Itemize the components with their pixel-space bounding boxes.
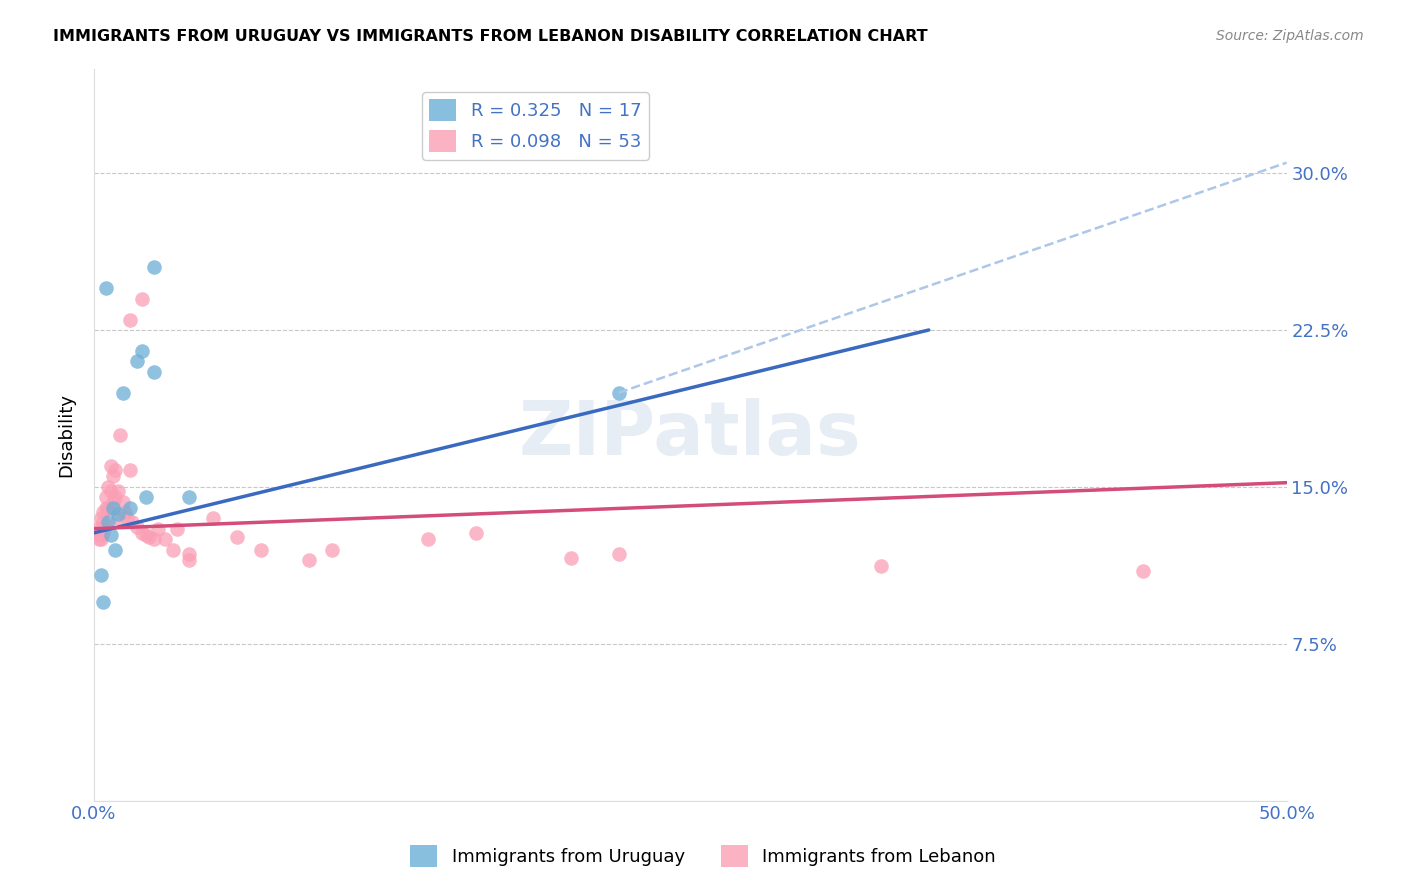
Point <box>166 522 188 536</box>
Point <box>118 500 141 515</box>
Point <box>94 281 117 295</box>
Point <box>148 522 170 536</box>
Point <box>107 511 129 525</box>
Point <box>142 532 165 546</box>
Point <box>94 491 117 505</box>
Point <box>1132 564 1154 578</box>
Point <box>321 542 343 557</box>
Point <box>101 500 124 515</box>
Point <box>93 525 115 540</box>
Legend: Immigrants from Uruguay, Immigrants from Lebanon: Immigrants from Uruguay, Immigrants from… <box>404 838 1002 874</box>
Point <box>131 292 153 306</box>
Point <box>560 551 582 566</box>
Point <box>97 516 120 530</box>
Point <box>87 532 110 546</box>
Legend: R = 0.325   N = 17, R = 0.098   N = 53: R = 0.325 N = 17, R = 0.098 N = 53 <box>422 92 648 160</box>
Point <box>93 505 115 519</box>
Point <box>100 483 122 498</box>
Point <box>101 469 124 483</box>
Point <box>135 491 157 505</box>
Point <box>118 463 141 477</box>
Point <box>179 491 201 505</box>
Point <box>107 483 129 498</box>
Point <box>607 385 630 400</box>
Text: Source: ZipAtlas.com: Source: ZipAtlas.com <box>1216 29 1364 43</box>
Point <box>464 525 486 540</box>
Point <box>111 385 134 400</box>
Point <box>93 516 115 530</box>
Point <box>142 365 165 379</box>
Point <box>131 525 153 540</box>
Point <box>97 480 120 494</box>
Point <box>135 528 157 542</box>
Point <box>94 517 117 532</box>
Point <box>118 312 141 326</box>
Point <box>104 542 127 557</box>
Point <box>90 522 112 536</box>
Point <box>97 500 120 515</box>
Point <box>100 528 122 542</box>
Point <box>93 595 115 609</box>
Point <box>226 530 249 544</box>
Point <box>104 491 127 505</box>
Point <box>90 532 112 546</box>
Point <box>155 532 177 546</box>
Point <box>86 522 108 536</box>
Point <box>87 525 110 540</box>
Point <box>179 547 201 561</box>
Point <box>125 354 148 368</box>
Point <box>162 542 184 557</box>
Point <box>108 427 131 442</box>
Point <box>114 505 136 519</box>
Point <box>297 553 319 567</box>
Point <box>138 530 160 544</box>
Point <box>142 260 165 275</box>
Point <box>131 343 153 358</box>
Point <box>117 511 139 525</box>
Point <box>250 542 273 557</box>
Text: ZIPatlas: ZIPatlas <box>519 398 862 471</box>
Point <box>416 532 439 546</box>
Point <box>107 507 129 521</box>
Text: IMMIGRANTS FROM URUGUAY VS IMMIGRANTS FROM LEBANON DISABILITY CORRELATION CHART: IMMIGRANTS FROM URUGUAY VS IMMIGRANTS FR… <box>53 29 928 44</box>
Point <box>104 463 127 477</box>
Point <box>101 494 124 508</box>
Point <box>90 528 112 542</box>
Point <box>125 519 148 533</box>
Point <box>121 516 143 530</box>
Y-axis label: Disability: Disability <box>58 392 75 476</box>
Point <box>90 511 112 525</box>
Point <box>94 500 117 515</box>
Point <box>179 553 201 567</box>
Point <box>870 559 893 574</box>
Point <box>90 567 112 582</box>
Point <box>607 547 630 561</box>
Point <box>100 458 122 473</box>
Point <box>111 494 134 508</box>
Point <box>202 511 225 525</box>
